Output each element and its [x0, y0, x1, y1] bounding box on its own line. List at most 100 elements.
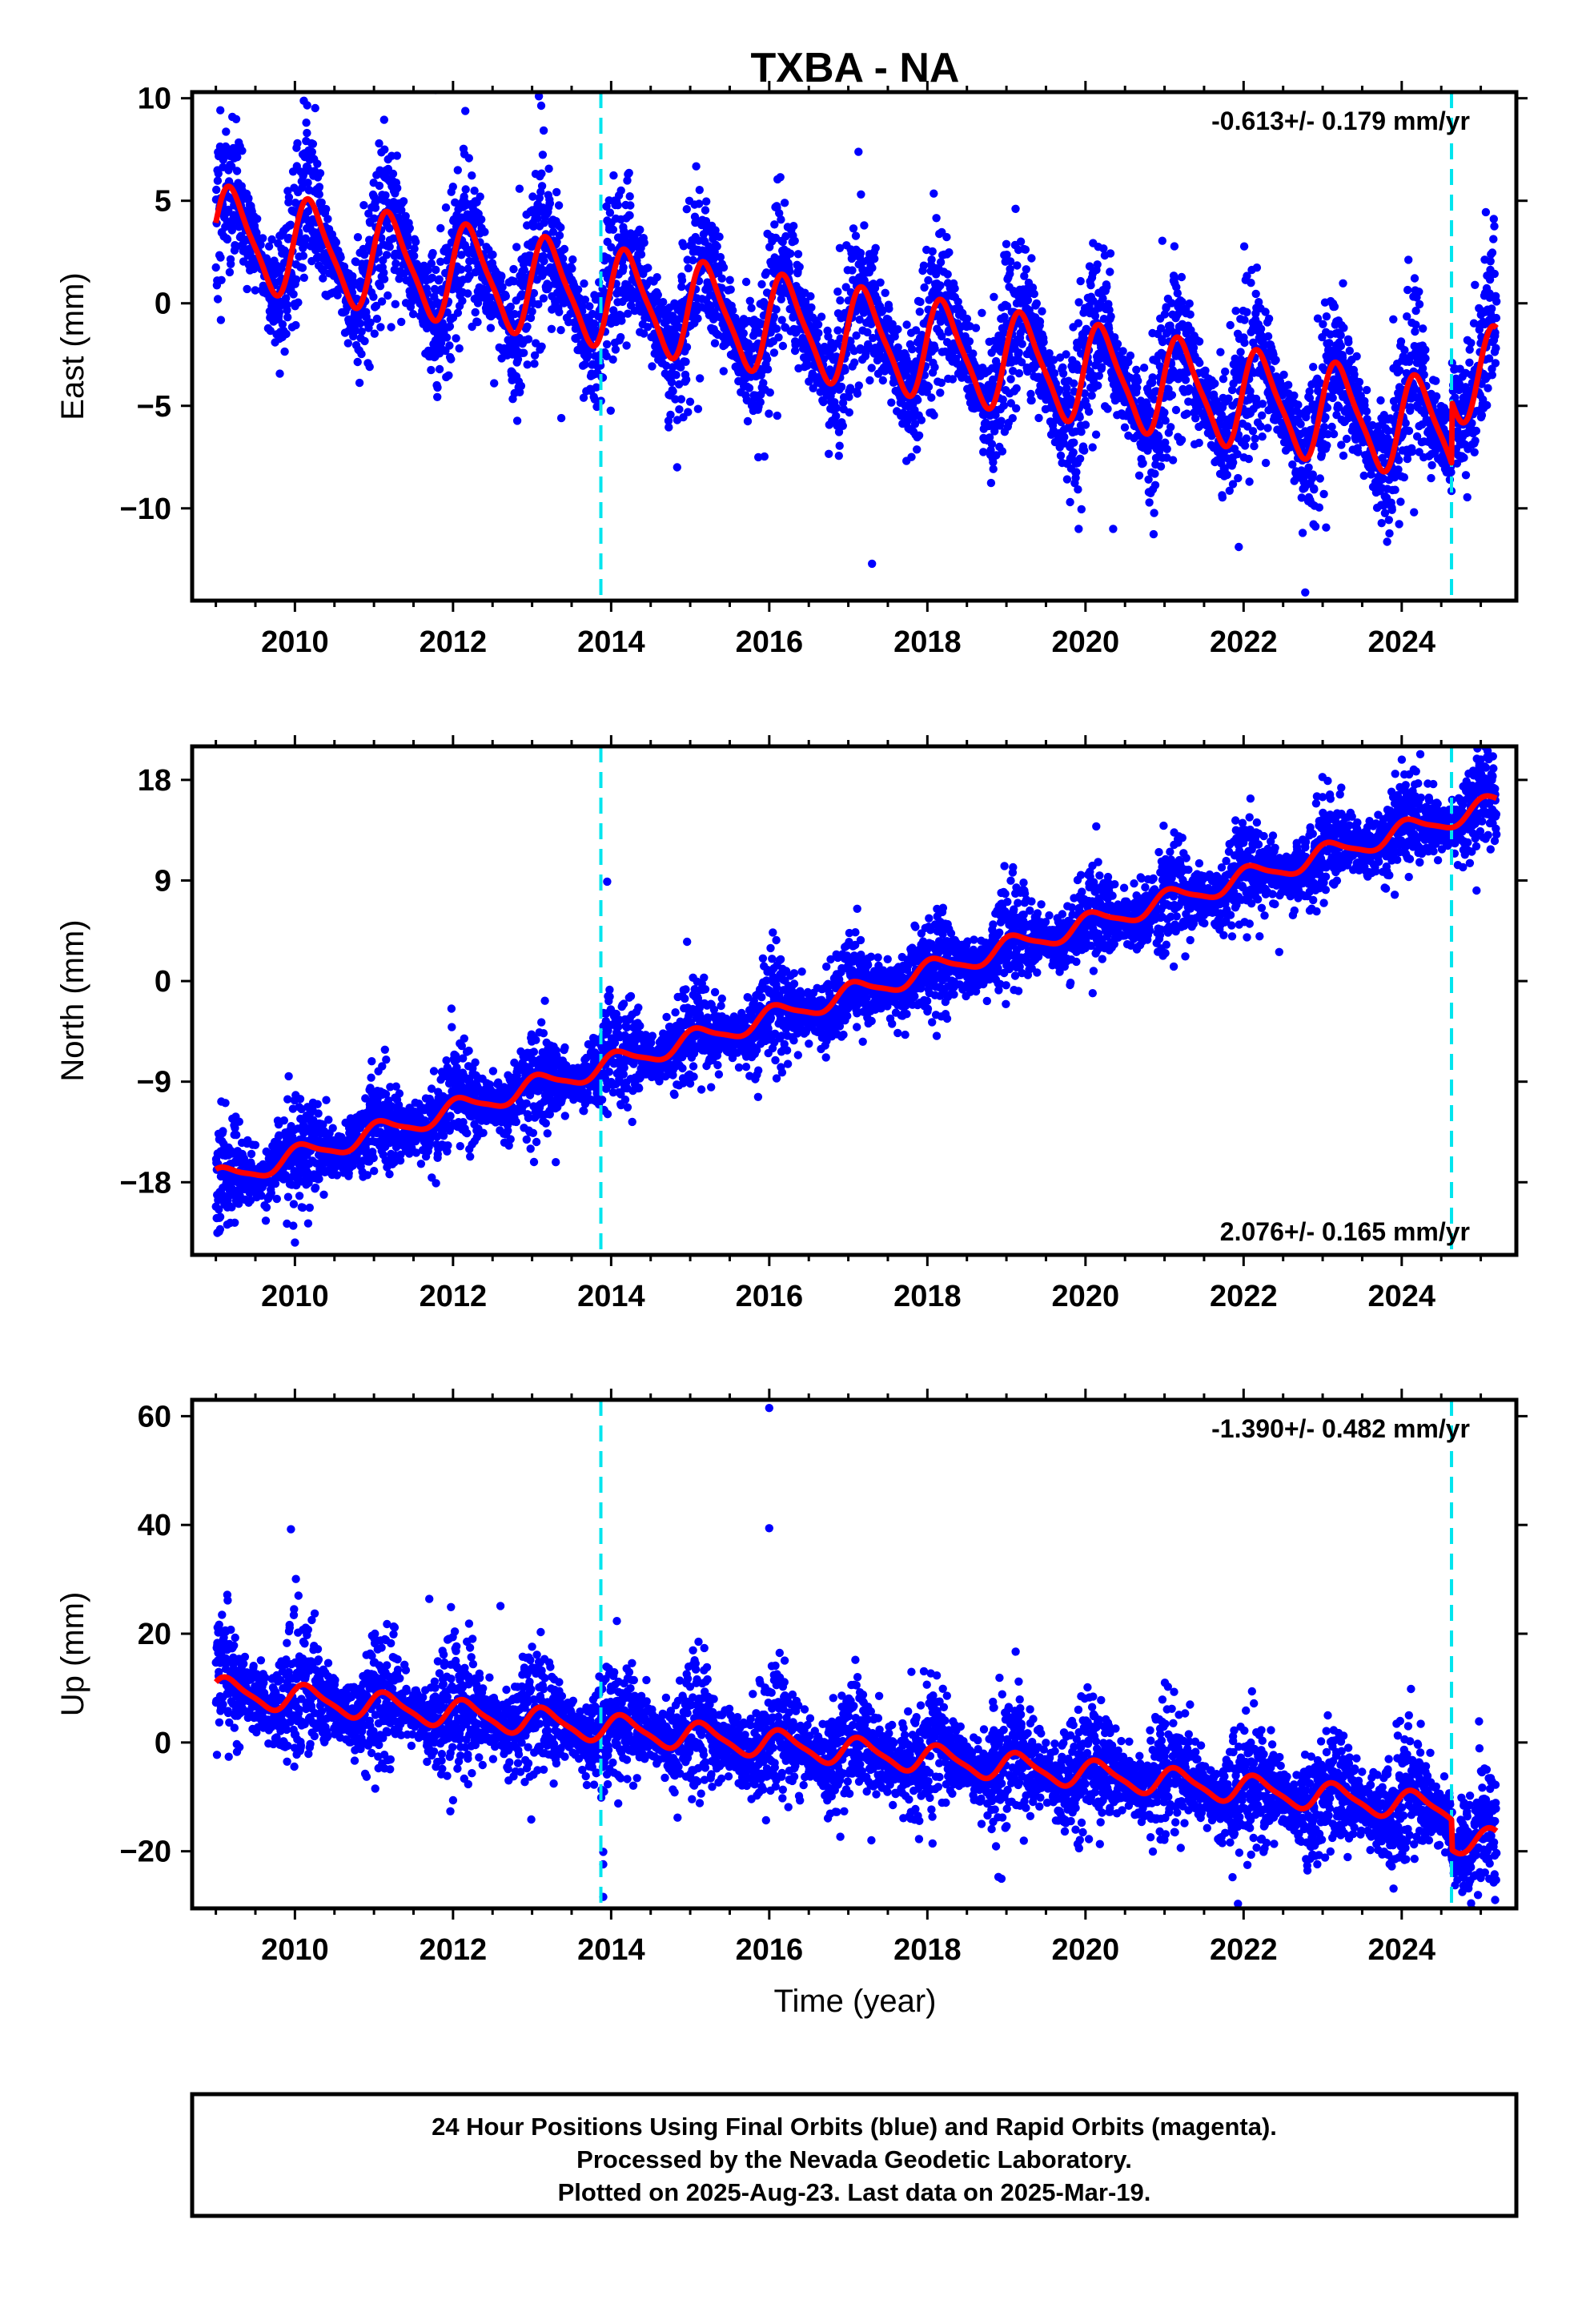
east-point [1359, 471, 1368, 480]
east-point [1094, 381, 1102, 390]
east-point [1258, 411, 1267, 420]
east-point [1339, 279, 1347, 287]
east-point [443, 308, 452, 317]
east-point [793, 250, 803, 259]
east-point [1236, 348, 1245, 356]
east-point [1189, 344, 1199, 352]
east-point [853, 389, 862, 398]
east-point [833, 326, 842, 335]
east-point [545, 199, 555, 208]
east-point [836, 296, 845, 305]
east-point [461, 185, 470, 194]
east-point [719, 367, 728, 376]
east-point [611, 345, 620, 354]
east-point [534, 300, 543, 309]
east-point [1056, 451, 1066, 460]
east-point [1399, 472, 1409, 482]
east-point [1084, 407, 1094, 416]
east-point [512, 243, 521, 251]
east-point [456, 265, 466, 274]
east-point [1229, 458, 1238, 467]
east-point [448, 183, 457, 191]
east-point [930, 344, 939, 353]
east-point [1251, 289, 1260, 299]
east-point [436, 257, 445, 266]
east-point [1162, 444, 1171, 453]
east-point [284, 193, 294, 202]
east-point [451, 198, 460, 207]
east-point [1062, 384, 1071, 392]
east-point [795, 263, 804, 271]
east-point [608, 225, 618, 234]
east-point [1355, 377, 1364, 387]
east-point [777, 316, 786, 324]
east-point [833, 287, 842, 296]
east-point [1216, 348, 1225, 356]
east-point [433, 383, 442, 392]
east-point [1218, 493, 1227, 502]
east-point [585, 302, 594, 311]
east-point [876, 278, 885, 287]
east-point [774, 333, 783, 342]
east-point [871, 243, 880, 252]
east-point [370, 214, 379, 223]
east-point [856, 248, 865, 258]
east-point [275, 308, 283, 317]
east-point [226, 54, 234, 62]
east-point [1134, 471, 1144, 480]
east-point [380, 145, 389, 154]
east-point [1395, 520, 1403, 529]
east-point [663, 316, 672, 325]
east-point [299, 273, 308, 282]
east-point [971, 324, 981, 332]
east-point [568, 255, 577, 264]
east-point [1195, 359, 1204, 368]
east-point [1118, 347, 1127, 356]
east-point [360, 250, 369, 259]
east-point [1075, 412, 1084, 422]
east-point [715, 232, 724, 241]
east-point [716, 252, 725, 262]
east-point [1139, 364, 1149, 372]
east-point [1076, 276, 1085, 286]
east-point [298, 263, 307, 272]
east-point [393, 183, 402, 193]
east-point [401, 211, 410, 221]
plot-title: TXBA - NA [751, 45, 960, 91]
east-point [745, 384, 754, 392]
east-point [849, 224, 858, 233]
east-point [1150, 469, 1159, 478]
east-point [1319, 489, 1328, 499]
east-point [509, 277, 519, 286]
east-point [315, 169, 325, 178]
east-point [299, 251, 308, 260]
east-point [315, 190, 323, 199]
east-point [1154, 432, 1163, 441]
east-point [1400, 346, 1409, 355]
east-point [289, 290, 298, 299]
east-point [619, 263, 628, 272]
east-point [530, 351, 540, 360]
east-point [757, 279, 766, 289]
east-point [1132, 365, 1141, 374]
east-point [282, 294, 291, 303]
east-point [365, 362, 374, 372]
east-point [1077, 505, 1086, 514]
east-point [357, 327, 366, 336]
east-point [711, 226, 720, 235]
east-point [1113, 340, 1122, 348]
east-point [547, 324, 556, 333]
east-point [385, 224, 394, 233]
east-point [772, 305, 781, 314]
east-point [914, 431, 924, 440]
east-point [1030, 289, 1039, 299]
east-point [607, 243, 616, 251]
east-point [780, 199, 789, 207]
east-point [530, 360, 539, 368]
east-point [253, 215, 262, 223]
east-point [529, 288, 539, 298]
east-point [987, 440, 997, 448]
east-point [762, 268, 771, 277]
east-point [1021, 245, 1030, 254]
